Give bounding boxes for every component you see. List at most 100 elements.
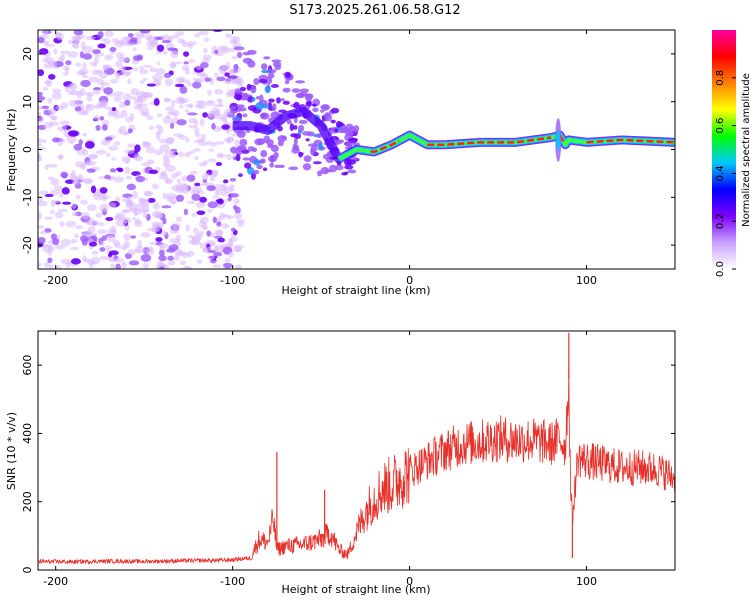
spectrogram-noise-blob	[51, 200, 61, 204]
spectrogram-scatter-blob	[267, 144, 274, 149]
spectrogram-noise-blob	[207, 89, 212, 96]
spectrogram-noise-blob	[45, 79, 53, 87]
spectrogram-noise-blob	[169, 228, 179, 235]
spectrogram-noise-blob	[100, 241, 105, 247]
spectrogram-noise-blob	[140, 253, 152, 262]
spectrogram-noise-blob	[38, 200, 48, 207]
spectrogram-noise-blob	[226, 136, 235, 142]
spectrogram-noise-blob	[232, 204, 238, 210]
spectrogram-ytick-label: 10	[21, 95, 34, 109]
spectrogram-noise-blob	[79, 199, 89, 205]
spectrogram-noise-blob	[227, 196, 232, 202]
spectrogram-noise-blob	[123, 149, 135, 154]
spectrogram-noise-blob	[147, 35, 157, 44]
spectrogram-noise-blob	[233, 198, 240, 205]
spectrogram-noise-blob	[178, 151, 184, 158]
spectrogram-noise-blob	[173, 254, 180, 262]
spectrogram-noise-blob	[194, 132, 201, 138]
spectrogram-scatter-blob	[345, 142, 354, 147]
spectrogram-noise-blob	[220, 46, 230, 54]
spectrogram-noise-blob	[158, 173, 169, 180]
spectrogram-noise-blob	[98, 175, 106, 180]
spectrogram-scatter-blob	[260, 63, 268, 71]
spectrogram-noise-blob	[174, 31, 185, 36]
spectrogram-scatter-blob	[235, 104, 245, 108]
spectrogram-noise-blob	[73, 143, 83, 151]
spectrogram-noise-blob	[202, 47, 208, 54]
spectrogram-noise-blob	[70, 89, 80, 96]
spectrogram-noise-blob	[202, 247, 209, 252]
spectrogram-noise-blob	[170, 50, 179, 59]
spectrogram-noise-blob	[84, 35, 96, 41]
spectrogram-noise-blob	[65, 220, 77, 228]
spectrogram-noise-blob	[81, 211, 90, 220]
spectrogram-noise-blob	[216, 198, 224, 205]
spectrogram-scatter-blob	[242, 92, 249, 101]
spectrogram-scatter-blob	[272, 103, 277, 111]
snr-xtick-label: 100	[576, 575, 597, 588]
spectrogram-scatter-blob	[247, 146, 255, 152]
spectrogram-noise-blob	[155, 81, 162, 86]
spectrogram-noise-blob	[38, 225, 45, 229]
spectrogram-noise-blob	[197, 230, 204, 237]
spectrogram-noise-blob	[138, 66, 144, 70]
spectrogram-noise-blob	[84, 91, 95, 97]
snr-ylabel: SNR (10 * v/v)	[5, 412, 18, 490]
spectrogram-scatter-blob	[290, 133, 298, 138]
spectrogram-noise-blob	[180, 79, 191, 84]
spectrogram-noise-blob	[99, 247, 106, 252]
spectrogram-noise-blob	[139, 30, 151, 34]
spectrogram-noise-blob	[194, 182, 201, 187]
spectrogram-noise-blob	[71, 212, 79, 217]
spectrogram-noise-blob	[122, 209, 130, 213]
spectrogram-noise-blob	[235, 264, 242, 269]
spectrogram-noise-blob	[137, 197, 145, 203]
spectrogram-scatter-blob	[346, 159, 357, 165]
spectrogram-noise-blob	[148, 169, 159, 174]
spectrogram-noise-blob	[165, 136, 175, 144]
spectrogram-noise-blob	[114, 39, 125, 48]
spectrogram-scatter-blob	[312, 107, 319, 113]
spectrogram-scatter-blob	[259, 112, 270, 120]
spectrogram-noise-blob	[191, 193, 201, 201]
spectrogram-ridge-core	[586, 138, 675, 144]
spectrogram-noise-blob	[207, 208, 213, 213]
spectrogram-noise-blob	[154, 149, 163, 156]
spectrogram-noise-blob	[188, 125, 198, 129]
spectrogram-noise-blob	[38, 138, 44, 143]
spectrogram-noise-blob	[233, 245, 242, 252]
spectrogram-noise-blob	[168, 244, 179, 251]
spectrogram-noise-blob	[52, 238, 60, 246]
spectrogram-noise-blob	[186, 174, 196, 182]
spectrogram-noise-blob	[122, 93, 132, 101]
spectrogram-noise-blob	[182, 51, 190, 57]
spectrogram-noise-blob	[72, 176, 82, 180]
spectrogram-noise-blob	[97, 43, 106, 49]
spectrogram-noise-blob	[211, 107, 219, 114]
spectrogram-noise-blob	[184, 104, 194, 108]
spectrogram-noise-blob	[204, 37, 210, 43]
spectrogram-noise-blob	[211, 122, 216, 130]
spectrogram-noise-blob	[216, 204, 225, 209]
spectrogram-scatter-blob	[303, 155, 312, 163]
spectrogram-noise-blob	[122, 217, 132, 224]
spectrogram-noise-blob	[135, 175, 146, 183]
spectrogram-noise-blob	[138, 69, 149, 75]
spectrogram-noise-blob	[143, 141, 152, 147]
spectrogram-noise-blob	[58, 154, 63, 161]
spectrogram-noise-blob	[199, 72, 209, 79]
spectrogram-noise-blob	[226, 153, 232, 161]
spectrogram-noise-blob	[125, 175, 133, 180]
spectrogram-scatter-blob	[282, 100, 290, 105]
spectrogram-noise-blob	[132, 55, 142, 62]
spectrogram-noise-blob	[71, 169, 76, 176]
spectrogram-noise-blob	[95, 124, 101, 131]
spectrogram-noise-blob	[158, 249, 165, 257]
spectrogram-noise-blob	[97, 31, 104, 39]
spectrogram-noise-blob	[78, 139, 83, 146]
spectrogram-noise-blob	[106, 234, 116, 243]
spectrogram-noise-blob	[195, 201, 206, 209]
spectrogram-scatter-blob	[294, 144, 300, 151]
spectrogram-noise-blob	[102, 65, 110, 70]
spectrogram-noise-blob	[86, 161, 92, 165]
